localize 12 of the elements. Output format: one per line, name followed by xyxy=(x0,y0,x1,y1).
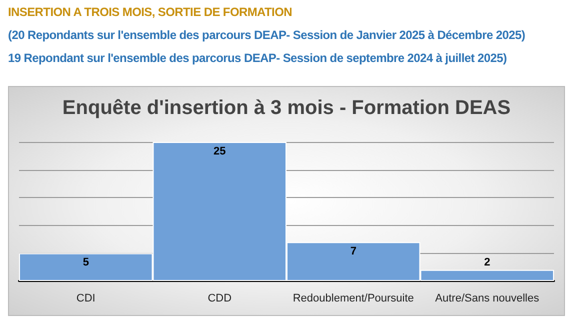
x-tick-label: Autre/Sans nouvelles xyxy=(435,292,540,304)
text: INSERTION A TROIS MOIS, SORTIE DE FORMATION xyxy=(8,5,292,19)
chart-title: Enquête d'insertion à 3 mois - Formation DEAS xyxy=(62,97,511,119)
data-label: 25 xyxy=(214,146,226,158)
data-label: 2 xyxy=(484,256,490,268)
x-tick-label: CDI xyxy=(76,292,96,304)
data-label: 5 xyxy=(82,256,89,269)
text: (20 Repondants sur l'ensemble des parcours DEAP- Session de Janvier 2025 à Décembre 2025) xyxy=(8,28,526,42)
x-tick-label: CDD xyxy=(208,292,232,304)
text: 19 Repondant sur l'ensemble des parcorus DEAP- Session de septembre 2024 à juillet 2025) xyxy=(8,51,507,65)
x-tick-label: Redoublement/Poursuite xyxy=(292,292,414,304)
data-label: 7 xyxy=(350,246,356,258)
